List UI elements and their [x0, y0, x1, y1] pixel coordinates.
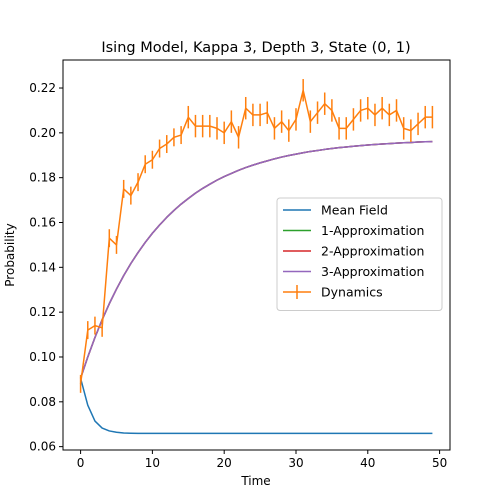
legend-label: 1-Approximation [321, 223, 424, 238]
legend-item: 3-Approximation [283, 264, 424, 279]
series-line [79, 140, 433, 379]
legend-label: Mean Field [321, 203, 388, 218]
y-tick-label: 0.10 [29, 350, 56, 364]
series-3-approximation [79, 140, 433, 379]
x-tick-label: 40 [360, 456, 375, 470]
plot-area [62, 59, 451, 451]
y-tick-label: 0.20 [29, 126, 56, 140]
x-tick-label: 0 [77, 456, 85, 470]
legend-item: Dynamics [283, 285, 383, 300]
series-mean-field [79, 378, 433, 435]
y-axis: 0.06 0.08 0.10 0.12 0.14 0.16 0.18 0.20 0.22 [29, 81, 63, 454]
legend-item: 1-Approximation [283, 223, 424, 238]
series-dynamics [79, 79, 434, 393]
x-tick-label: 50 [432, 456, 447, 470]
axes-frame [62, 59, 451, 451]
x-tick-label: 10 [145, 456, 160, 470]
chart-title: Ising Model, Kappa 3, Depth 3, State (0,… [101, 40, 410, 56]
series-line [79, 89, 433, 384]
legend-label: Dynamics [321, 285, 383, 300]
series-line [79, 378, 433, 435]
y-tick-label: 0.06 [29, 440, 56, 454]
y-tick-label: 0.08 [29, 395, 56, 409]
legend-item: 2-Approximation [283, 244, 424, 259]
x-tick-label: 20 [217, 456, 232, 470]
y-tick-label: 0.22 [29, 81, 56, 95]
legend-box [276, 197, 443, 311]
y-tick-label: 0.12 [29, 305, 56, 319]
legend-label: 3-Approximation [321, 264, 424, 279]
y-axis-label: Probability [3, 223, 17, 286]
legend-label: 2-Approximation [321, 244, 424, 259]
legend: Mean Field 1-Approximation 2-Approximation… [276, 197, 443, 311]
x-axis-label: Time [240, 474, 270, 488]
x-axis: 0 10 20 30 40 50 [77, 450, 447, 470]
y-tick-label: 0.16 [29, 216, 56, 230]
y-tick-label: 0.18 [29, 171, 56, 185]
y-tick-label: 0.14 [29, 260, 56, 274]
x-tick-label: 30 [288, 456, 303, 470]
legend-item: Mean Field [283, 203, 388, 218]
